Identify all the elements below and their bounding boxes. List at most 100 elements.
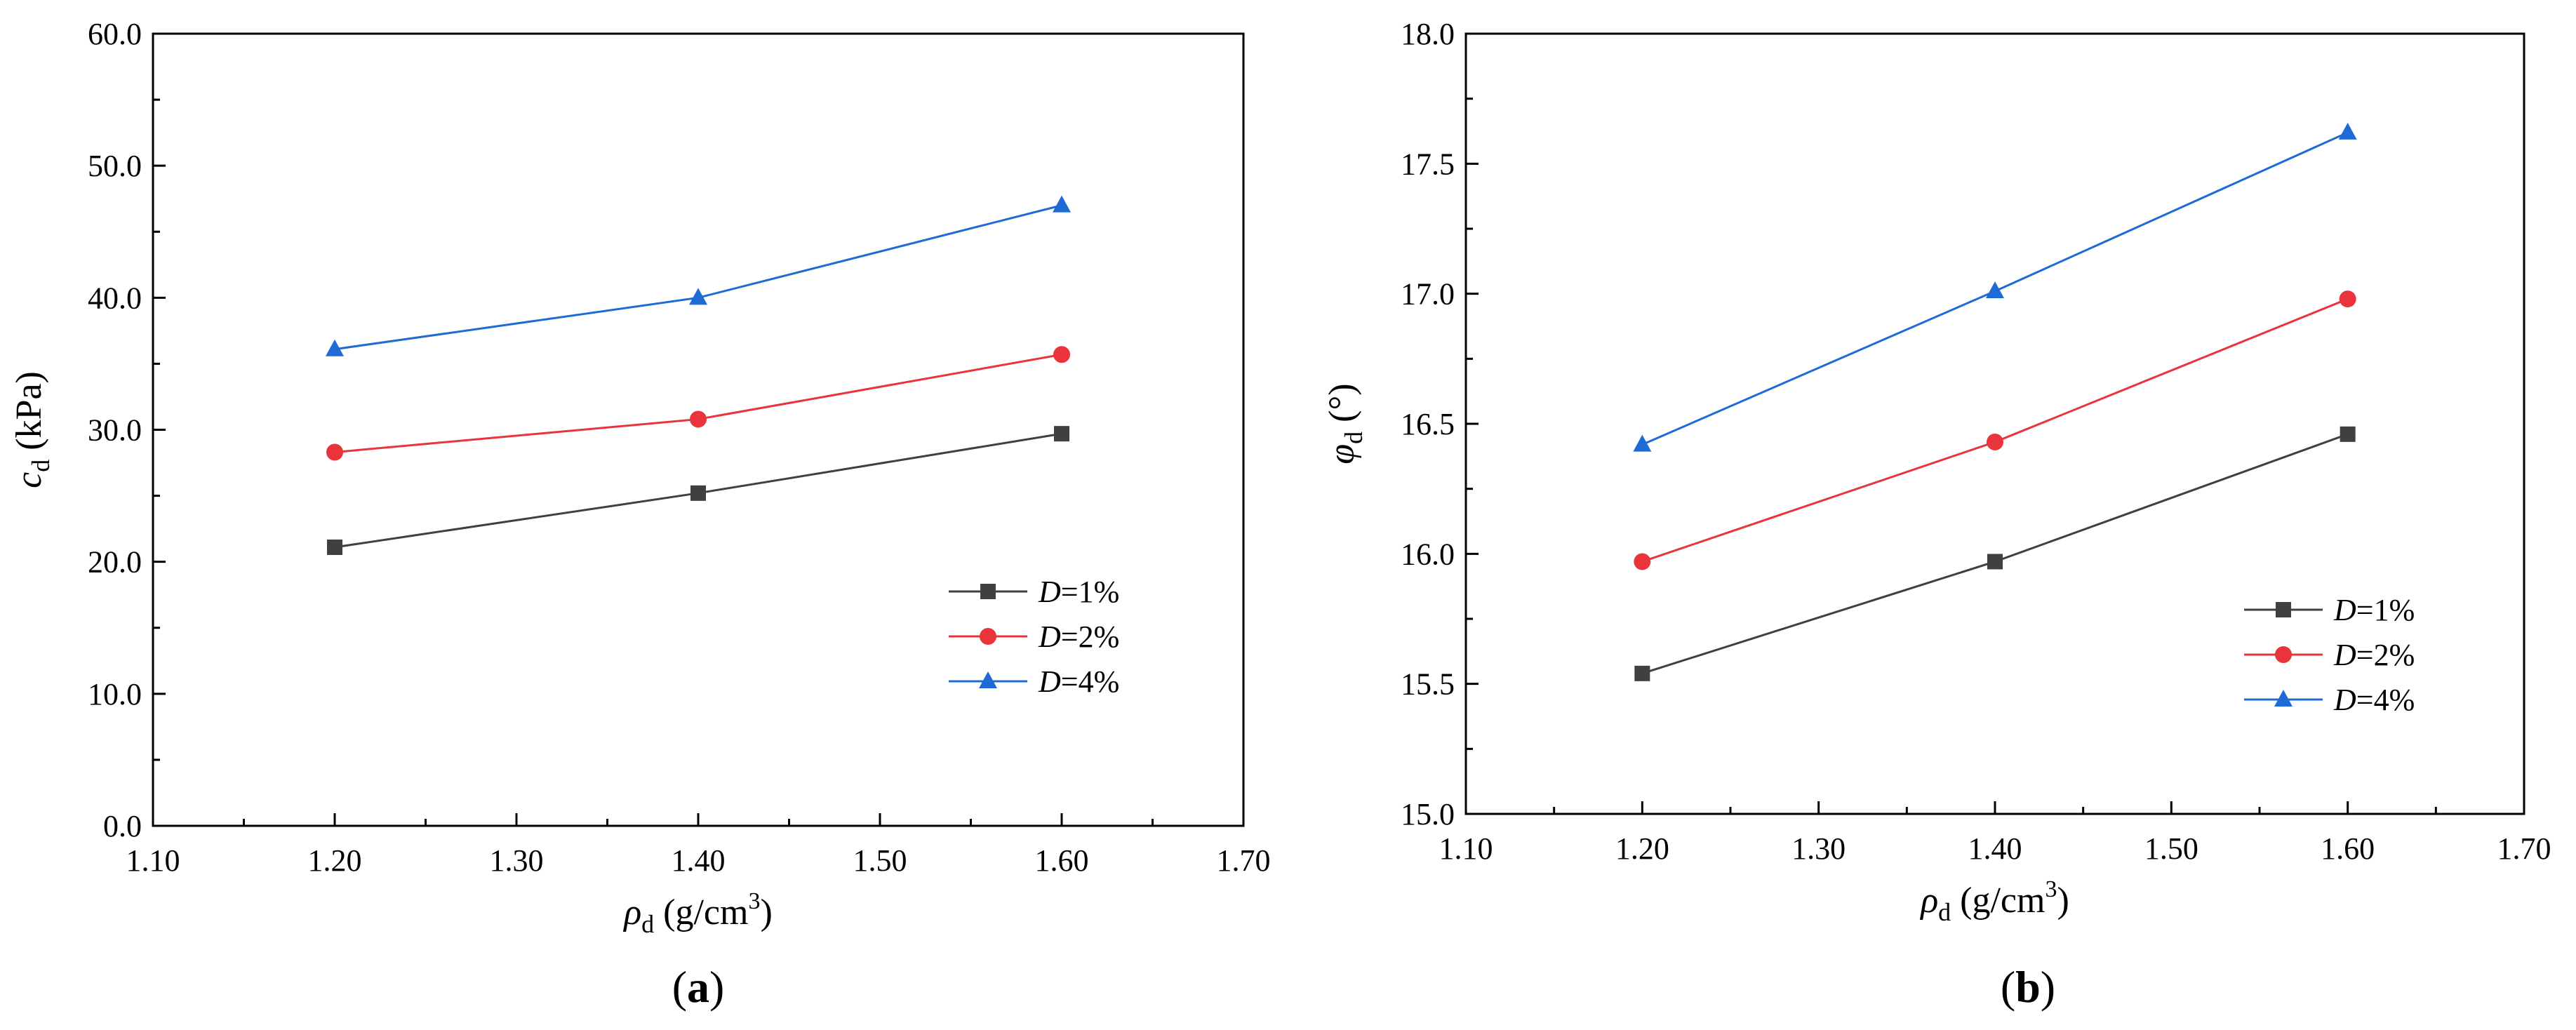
- legend-marker: [980, 584, 996, 599]
- data-point: [1987, 554, 2003, 570]
- y-tick-label: 16.5: [1401, 407, 1455, 441]
- legend-marker: [2274, 690, 2293, 707]
- x-axis-unit: (g/cm: [654, 892, 748, 932]
- series-line: [334, 353, 1062, 453]
- y-tick-label: 17.5: [1401, 147, 1455, 181]
- panel-label: (b): [2001, 962, 2055, 1012]
- y-axis-subscript: d: [1340, 432, 1368, 444]
- x-tick-label: 1.20: [308, 843, 362, 878]
- y-axis-label: cd (kPa): [9, 371, 55, 488]
- data-point: [1054, 426, 1069, 442]
- y-tick-label: 15.5: [1401, 667, 1455, 702]
- x-tick-label: 1.50: [853, 843, 907, 878]
- data-point: [326, 339, 344, 356]
- legend-entry: D=4%: [1038, 664, 1119, 699]
- data-point: [1053, 195, 1071, 213]
- legend-value: =1%: [1061, 575, 1119, 609]
- y-axis-subscript: d: [27, 460, 55, 472]
- x-tick-label: 1.30: [1791, 831, 1846, 866]
- x-axis-superscript: 3: [2045, 876, 2057, 902]
- x-axis-subscript: d: [1938, 898, 1951, 926]
- y-axis-label: φd (°): [1322, 383, 1368, 464]
- legend-variable: D: [1038, 620, 1061, 654]
- chart-panel-a: 1.10 1.20 1.30 1.40 1.50 1.60 1.70 0.0 10.0 20.0 3…: [9, 17, 1271, 1012]
- y-axis-symbol: c: [9, 472, 49, 488]
- legend-value: =2%: [2356, 638, 2415, 672]
- legend-value: =4%: [2356, 683, 2415, 717]
- x-axis-symbol: ρ: [622, 892, 641, 932]
- y-tick-label: 60.0: [88, 17, 142, 51]
- x-tick-label: 1.30: [490, 843, 544, 878]
- y-tick-label: 10.0: [88, 677, 142, 711]
- panel-label-close: ): [2041, 962, 2055, 1012]
- x-tick-label: 1.60: [1035, 843, 1089, 878]
- series-line: [334, 204, 1062, 351]
- legend-variable: D: [1038, 664, 1061, 699]
- data-point: [327, 539, 342, 555]
- x-axis-label: ρd (g/cm3): [622, 888, 773, 938]
- legend-marker: [979, 671, 997, 688]
- legend-entry: D=2%: [2333, 638, 2415, 672]
- data-point: [1634, 665, 1650, 681]
- plot-frame: [152, 32, 1245, 827]
- legend-marker: [980, 628, 996, 645]
- legend-variable: D: [2333, 593, 2356, 627]
- panel-label-letter: b: [2015, 962, 2041, 1012]
- y-tick-label: 50.0: [88, 149, 142, 183]
- panel-label-open: (: [2001, 962, 2015, 1012]
- legend-variable: D: [1038, 575, 1061, 609]
- data-point: [1053, 346, 1070, 363]
- y-tick-label: 30.0: [88, 413, 142, 448]
- y-tick-label: 16.0: [1401, 537, 1455, 571]
- y-tick-label: 40.0: [88, 281, 142, 315]
- data-point: [2340, 426, 2356, 442]
- x-tick-label: 1.10: [1439, 831, 1493, 866]
- data-point: [689, 288, 707, 305]
- x-tick-label: 1.10: [126, 843, 180, 878]
- data-point: [2339, 290, 2356, 308]
- legend-value: =1%: [2356, 593, 2415, 627]
- panel-label-letter: a: [687, 962, 709, 1012]
- x-axis-symbol: ρ: [1919, 881, 1938, 921]
- legend-marker: [2275, 646, 2292, 663]
- x-tick-label: 1.20: [1615, 831, 1669, 866]
- x-axis-unit-close: ): [2057, 881, 2069, 921]
- series-line: [1641, 433, 2349, 675]
- x-axis-unit: (g/cm: [1951, 881, 2045, 921]
- panel-label-open: (: [672, 962, 687, 1012]
- chart-panel-b: 1.10 1.20 1.30 1.40 1.50 1.60 1.70 15.0 15.5 16.0…: [1322, 17, 2551, 1012]
- legend-entry: D=2%: [1038, 620, 1119, 654]
- x-tick-label: 1.50: [2144, 831, 2198, 866]
- y-axis-unit: (°): [1322, 383, 1362, 431]
- data-point: [690, 485, 706, 501]
- legend-value: =4%: [1061, 664, 1119, 699]
- x-tick-label: 1.70: [2497, 831, 2551, 866]
- y-axis-unit: (kPa): [9, 371, 49, 460]
- x-tick-label: 1.70: [1217, 843, 1271, 878]
- y-tick-label: 17.0: [1401, 277, 1455, 312]
- data-point: [690, 410, 707, 428]
- y-tick-label: 0.0: [103, 809, 142, 843]
- legend-variable: D: [2333, 638, 2356, 672]
- legend-marker: [2276, 602, 2291, 617]
- data-point: [2338, 122, 2357, 140]
- y-tick-label: 15.0: [1401, 797, 1455, 831]
- y-axis-symbol: φ: [1322, 444, 1362, 464]
- y-tick-label: 20.0: [88, 545, 142, 580]
- data-point: [326, 443, 343, 461]
- legend-entry: D=4%: [2333, 683, 2415, 717]
- panel-label: (a): [672, 962, 725, 1012]
- data-point: [1634, 553, 1651, 570]
- legend-variable: D: [2333, 683, 2356, 717]
- series-line: [1641, 297, 2349, 563]
- x-tick-label: 1.40: [672, 843, 726, 878]
- legend-entry: D=1%: [2333, 593, 2415, 627]
- x-tick-label: 1.40: [1968, 831, 2022, 866]
- x-axis-label: ρd (g/cm3): [1919, 876, 2069, 926]
- data-point: [1986, 281, 2004, 298]
- x-axis-subscript: d: [641, 910, 654, 938]
- y-tick-label: 18.0: [1401, 17, 1455, 51]
- x-axis-unit-close: ): [760, 892, 772, 932]
- panel-label-close: ): [709, 962, 724, 1012]
